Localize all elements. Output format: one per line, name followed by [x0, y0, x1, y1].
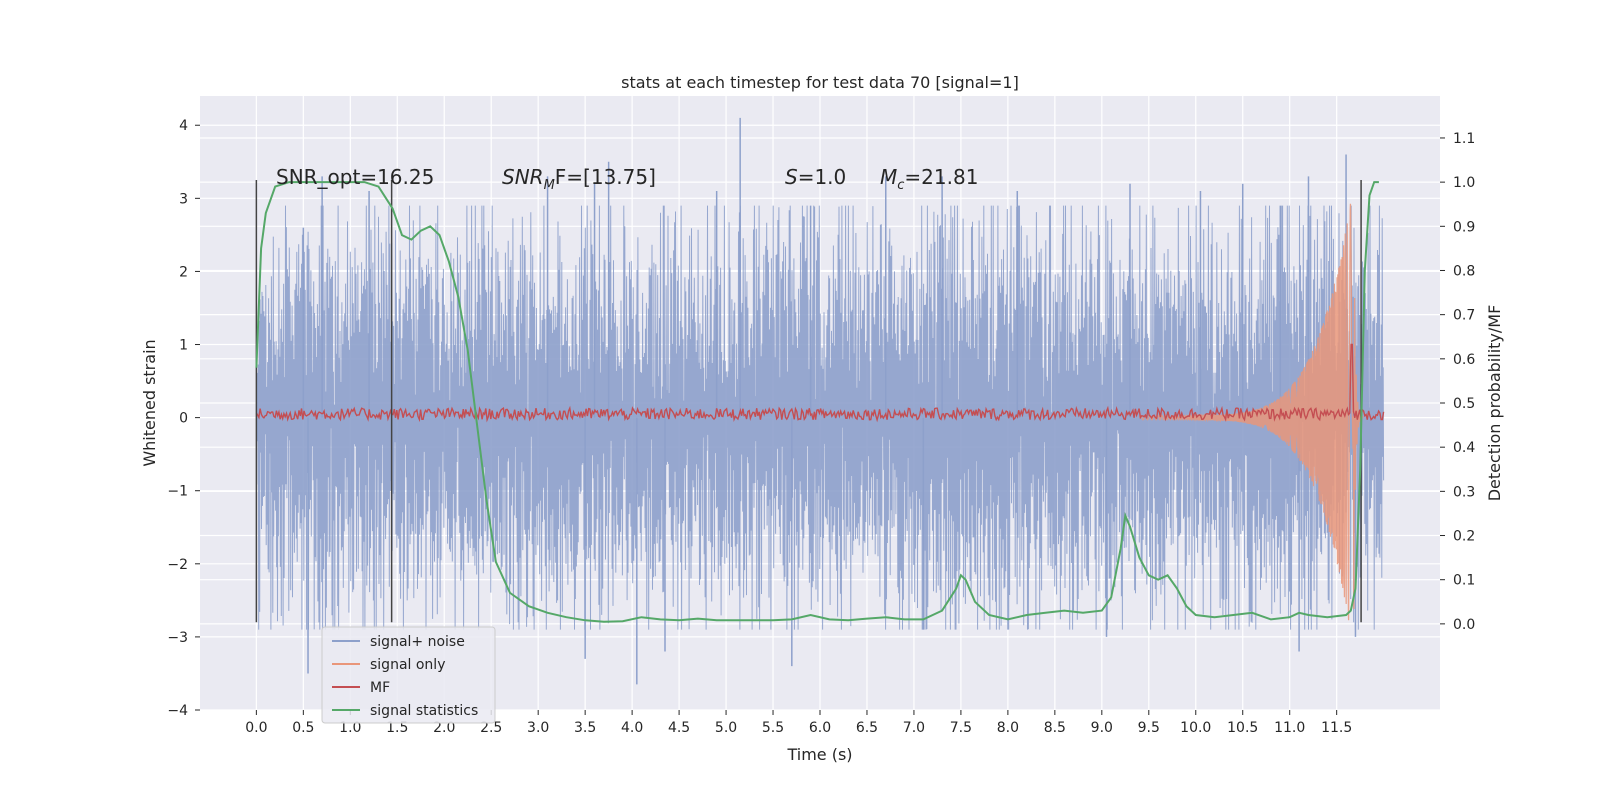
y2-tick-label: 0.9	[1453, 219, 1475, 235]
x-tick-label: 9.5	[1138, 720, 1160, 736]
x-tick-label: 4.5	[668, 720, 690, 736]
legend: signal+ noise signal only MF signal statist…	[321, 626, 496, 724]
annotation-snr-mf: SNRMF=[13.75]	[502, 165, 656, 193]
y2-tick-label: 1.1	[1453, 131, 1475, 147]
annotation-snr-opt: SNR_opt=16.25	[276, 165, 434, 189]
x-tick-label: 7.0	[903, 720, 925, 736]
mf-trace	[255, 343, 1385, 423]
annotations: SNR_opt=16.25 SNRMF=[13.75] S=1.0 Mc=21.…	[276, 165, 978, 193]
x-tick-label: 3.5	[574, 720, 596, 736]
x-tick-label: 2.0	[433, 720, 455, 736]
x-tick-label: 5.5	[762, 720, 784, 736]
y2-tick-label: 0.4	[1453, 440, 1475, 456]
x-tick-label: 9.0	[1091, 720, 1113, 736]
x-tick-label: 11.0	[1274, 720, 1305, 736]
annotation-mc: Mc=21.81	[880, 165, 978, 193]
x-tick-label: 0.0	[245, 720, 267, 736]
x-tick-label: 6.5	[856, 720, 878, 736]
x-tick-label: 11.5	[1321, 720, 1352, 736]
legend-label: signal+ noise	[370, 634, 465, 650]
series-mf	[255, 343, 1385, 423]
y-tick-label: −2	[167, 557, 188, 573]
legend-frame	[321, 626, 496, 724]
y-tick-label: −4	[167, 703, 188, 719]
annotation-s-letter: S	[785, 165, 798, 189]
legend-label: MF	[370, 680, 390, 696]
chart-title: stats at each timestep for test data 70 …	[621, 73, 1019, 92]
x-tick-label: 1.0	[339, 720, 361, 736]
x-tick-label: 8.0	[997, 720, 1019, 736]
y2-tick-label: 0.2	[1453, 529, 1475, 545]
annotation-snr-mf-sub: M	[544, 178, 555, 193]
legend-label: signal statistics	[370, 703, 478, 719]
y2-tick-label: 0.7	[1453, 308, 1475, 324]
annotation-mc-sub: c	[897, 178, 904, 193]
y-tick-label: 0	[179, 411, 188, 427]
y2-tick-label: 0.3	[1453, 484, 1475, 500]
x-tick-label: 8.5	[1044, 720, 1066, 736]
y-tick-label: 4	[179, 118, 188, 134]
y-tick-label: −1	[167, 484, 188, 500]
y2-tick-label: 0.1	[1453, 573, 1475, 589]
annotation-snr-mf-suffix: F=[13.75]	[555, 165, 656, 189]
y-tick-label: 3	[179, 191, 188, 207]
legend-items: signal+ noise signal only MF signal statist…	[332, 634, 478, 719]
x-tick-label: 1.5	[386, 720, 408, 736]
y2-tick-label: 0.6	[1453, 352, 1475, 368]
x-tick-label: 4.0	[621, 720, 643, 736]
y-tick-label: 2	[179, 264, 188, 280]
annotation-s-value: =1.0	[798, 165, 847, 189]
x-tick-label: 3.0	[527, 720, 549, 736]
x-tick-label: 5.0	[715, 720, 737, 736]
series-signal-statistics	[255, 181, 1379, 623]
y-axis-right-ticks: 0.0 0.1 0.2 0.3 0.4 0.5 0.6 0.7 0.8 0.9 1.0 1.1	[1440, 131, 1475, 633]
y-tick-label: 1	[179, 338, 188, 354]
y2-tick-label: 0.5	[1453, 396, 1475, 412]
annotation-mc-letter: M	[880, 165, 897, 189]
y2-axis-label: Detection probability/MF	[1485, 305, 1504, 502]
x-tick-label: 10.0	[1180, 720, 1211, 736]
x-axis-ticks: 0.0 0.5 1.0 1.5 2.0 2.5 3.0 3.5 4.0 4.5 5.0 5.5 6.0 6…	[245, 710, 1352, 736]
x-tick-label: 0.5	[292, 720, 314, 736]
y2-tick-label: 1.0	[1453, 175, 1475, 191]
annotation-snr-mf-prefix: SNR	[502, 165, 544, 189]
noise-trace	[255, 205, 1385, 630]
x-tick-label: 7.5	[950, 720, 972, 736]
annotation-s: S=1.0	[785, 165, 846, 189]
y-axis-left-ticks: −4 −3 −2 −1 0 1 2 3 4	[167, 118, 200, 719]
x-axis-label: Time (s)	[786, 745, 852, 764]
y-tick-label: −3	[167, 630, 188, 646]
legend-label: signal only	[370, 657, 445, 673]
y2-tick-label: 0.8	[1453, 263, 1475, 279]
y2-tick-label: 0.0	[1453, 617, 1475, 633]
annotation-mc-value: =21.81	[904, 165, 978, 189]
y-axis-label: Whitened strain	[140, 339, 159, 466]
signal-statistics-line	[255, 181, 1379, 623]
x-tick-label: 10.5	[1227, 720, 1258, 736]
x-tick-label: 6.0	[809, 720, 831, 736]
x-tick-label: 2.5	[480, 720, 502, 736]
